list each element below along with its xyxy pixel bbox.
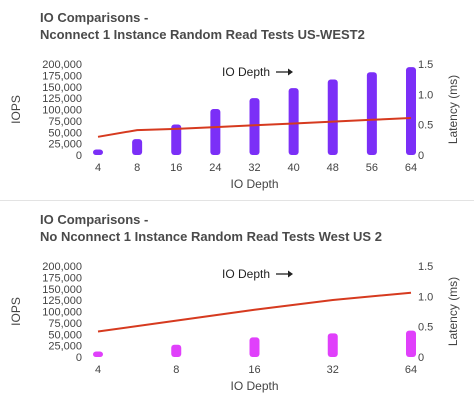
- y-tick-label: 50,000: [48, 127, 82, 139]
- y-tick-label: 25,000: [48, 139, 82, 151]
- data-bar: [249, 98, 260, 155]
- chart-panel-no-nconnect: IO Comparisons - No Nconnect 1 Instance …: [0, 202, 474, 404]
- y-tick-label: 200,000: [42, 59, 82, 71]
- x-axis-label: IO Depth: [230, 379, 278, 393]
- y-axis-label: IOPS: [9, 95, 23, 124]
- x-tick-label: 16: [170, 162, 182, 174]
- y-tick-label: 75,000: [48, 318, 82, 330]
- y-tick-label: 100,000: [42, 307, 82, 319]
- x-tick-label: 32: [248, 162, 260, 174]
- y-tick-label: 0: [76, 150, 82, 162]
- y-tick-label: 0: [76, 352, 82, 364]
- data-bar: [327, 333, 338, 357]
- data-bar: [366, 72, 377, 155]
- arrow-right-icon: [288, 68, 293, 76]
- data-bar: [288, 88, 299, 155]
- data-bar: [93, 149, 103, 155]
- y-tick-label: 125,000: [42, 93, 82, 105]
- chart-title-line1: IO Comparisons -: [40, 212, 149, 227]
- y-tick-label: 50,000: [48, 329, 82, 341]
- y2-tick-label: 1.0: [418, 291, 433, 303]
- y-tick-label: 175,000: [42, 70, 82, 82]
- panel-divider: [0, 200, 474, 201]
- x-tick-label: 32: [327, 364, 339, 376]
- x-tick-label: 64: [405, 364, 417, 376]
- x-tick-label: 48: [327, 162, 339, 174]
- chart-title-line2: Nconnect 1 Instance Random Read Tests US…: [40, 27, 365, 42]
- io-depth-annotation: IO Depth: [222, 267, 270, 281]
- y2-tick-label: 1.0: [418, 89, 433, 101]
- x-tick-label: 40: [288, 162, 300, 174]
- y-tick-label: 75,000: [48, 116, 82, 128]
- y2-tick-label: 0.5: [418, 322, 433, 334]
- data-bar: [249, 337, 260, 357]
- y2-tick-label: 0.5: [418, 120, 433, 132]
- chart-title-line2: No Nconnect 1 Instance Random Read Tests…: [40, 229, 382, 244]
- y2-tick-label: 1.5: [418, 59, 433, 71]
- chart-title-line1: IO Comparisons -: [40, 10, 149, 25]
- x-tick-label: 24: [209, 162, 221, 174]
- x-tick-label: 4: [95, 364, 101, 376]
- arrow-right-icon: [288, 270, 293, 278]
- y2-tick-label: 1.5: [418, 261, 433, 273]
- data-bar: [171, 124, 182, 155]
- data-bar: [327, 79, 338, 155]
- x-tick-label: 8: [134, 162, 140, 174]
- x-tick-label: 56: [366, 162, 378, 174]
- y2-tick-label: 0: [418, 352, 424, 364]
- latency-line: [97, 291, 412, 333]
- y-tick-label: 150,000: [42, 82, 82, 94]
- y-tick-label: 175,000: [42, 272, 82, 284]
- data-bar: [93, 351, 103, 357]
- x-tick-label: 8: [173, 364, 179, 376]
- x-axis-label: IO Depth: [230, 177, 278, 191]
- x-tick-label: 64: [405, 162, 417, 174]
- y-tick-label: 150,000: [42, 284, 82, 296]
- data-bar: [171, 344, 182, 357]
- x-tick-label: 4: [95, 162, 101, 174]
- y2-axis-label: Latency (ms): [446, 75, 460, 144]
- data-bar: [406, 67, 416, 155]
- x-tick-label: 16: [248, 364, 260, 376]
- data-bar: [406, 330, 416, 357]
- data-bar: [210, 109, 221, 155]
- y-axis-label: IOPS: [9, 297, 23, 326]
- y2-axis-label: Latency (ms): [446, 277, 460, 346]
- y2-tick-label: 0: [418, 150, 424, 162]
- iops-latency-chart-no-nconnect: 025,00050,00075,000100,000125,000150,000…: [9, 261, 460, 393]
- y-tick-label: 25,000: [48, 341, 82, 353]
- y-tick-label: 100,000: [42, 105, 82, 117]
- data-bar: [132, 139, 143, 155]
- y-tick-label: 125,000: [42, 295, 82, 307]
- latency-line: [97, 117, 412, 138]
- chart-panel-nconnect: IO Comparisons - Nconnect 1 Instance Ran…: [9, 10, 460, 191]
- y-tick-label: 200,000: [42, 261, 82, 273]
- iops-latency-chart-nconnect: 025,00050,00075,000100,000125,000150,000…: [9, 59, 460, 191]
- io-depth-annotation: IO Depth: [222, 65, 270, 79]
